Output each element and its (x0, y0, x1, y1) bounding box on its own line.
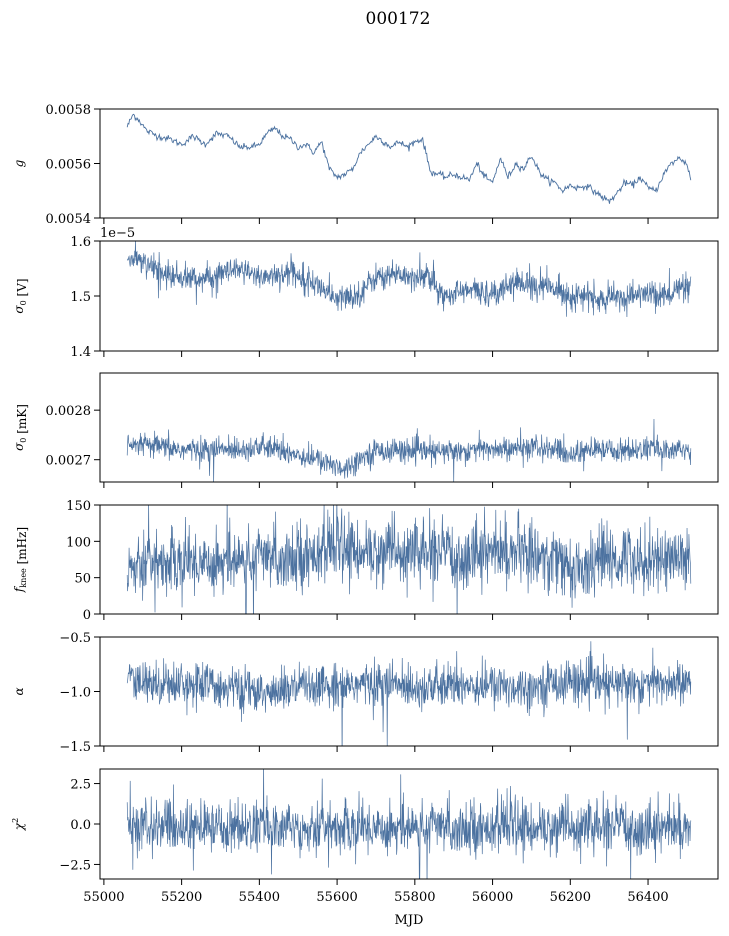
y-tick-label: 150 (66, 499, 91, 514)
panel-gain: 0.0054 0.0056 0.0058 g (12, 103, 719, 227)
y-tick-label: 50 (74, 572, 91, 587)
panel-f-knee: 0 50 100 150 fknee [mHz] (12, 499, 719, 623)
series-line-f-knee (126, 505, 692, 614)
y-axis-label: σ0 [mK] (12, 404, 29, 451)
x-tick-label: 56200 (550, 890, 591, 905)
y-tick-label: 0.0058 (46, 103, 92, 118)
x-tick-label: 55400 (239, 890, 280, 905)
y-tick-label: 1.6 (70, 235, 91, 250)
axes-frame (99, 240, 719, 352)
x-tick-label: 56000 (472, 890, 513, 905)
y-axis-label: σ0 [V] (12, 278, 29, 313)
y-tick-label: 1.5 (70, 290, 91, 305)
y-tick-label: −2.5 (59, 858, 91, 873)
y-axis-label: χ2 (11, 818, 26, 831)
panel-chi-squared: −2.5 0.0 2.5 55000 55200 55400 55600 55800 56000… (11, 768, 719, 905)
y-tick-label: 1.4 (70, 345, 91, 360)
y-tick-label: 0.0054 (46, 212, 92, 227)
y-tick-label: 0.0 (70, 818, 91, 833)
y-tick-label: 0.0056 (46, 158, 92, 173)
y-tick-label: 0.0027 (46, 454, 92, 469)
figure-title: 000172 (366, 9, 431, 29)
series-line-sigma0-volts (126, 241, 692, 317)
x-tick-label: 55200 (161, 890, 202, 905)
axes-frame (99, 108, 719, 219)
panels: 0.0054 0.0056 0.0058 g 1.4 1.5 1.6 1e−5 σ0 [V] 0.… (11, 103, 719, 905)
y-tick-label: −1.0 (59, 686, 91, 701)
y-axis-label: fknee [mHz] (12, 527, 29, 593)
y-tick-label: 2.5 (70, 778, 91, 793)
y-axis-label: α (12, 687, 26, 695)
axes-frame (99, 372, 719, 483)
series-line-chi-squared (126, 769, 692, 879)
x-tick-label: 55000 (83, 890, 124, 905)
series-line-sigma0-mK (126, 419, 692, 482)
panel-sigma0-volts: 1.4 1.5 1.6 1e−5 σ0 [V] (12, 226, 719, 360)
y-offset-label: 1e−5 (100, 226, 135, 241)
x-tick-label: 56400 (627, 890, 668, 905)
panel-sigma0-mK: 0.0027 0.0028 σ0 [mK] (12, 372, 719, 488)
x-axis-label: MJD (395, 913, 424, 928)
y-tick-label: 0 (83, 608, 91, 623)
axes-frame (99, 504, 719, 615)
y-tick-label: −1.5 (59, 740, 91, 755)
x-tick-label: 55800 (394, 890, 435, 905)
y-axis-label: g (12, 159, 26, 167)
x-tick-label: 55600 (316, 890, 357, 905)
y-tick-label: 0.0028 (46, 404, 92, 419)
panel-alpha: −1.5 −1.0 −0.5 α (12, 631, 719, 755)
y-tick-label: 100 (66, 535, 91, 550)
series-line-gain (126, 113, 692, 204)
series-line-alpha (126, 641, 692, 746)
y-tick-label: −0.5 (59, 631, 91, 646)
